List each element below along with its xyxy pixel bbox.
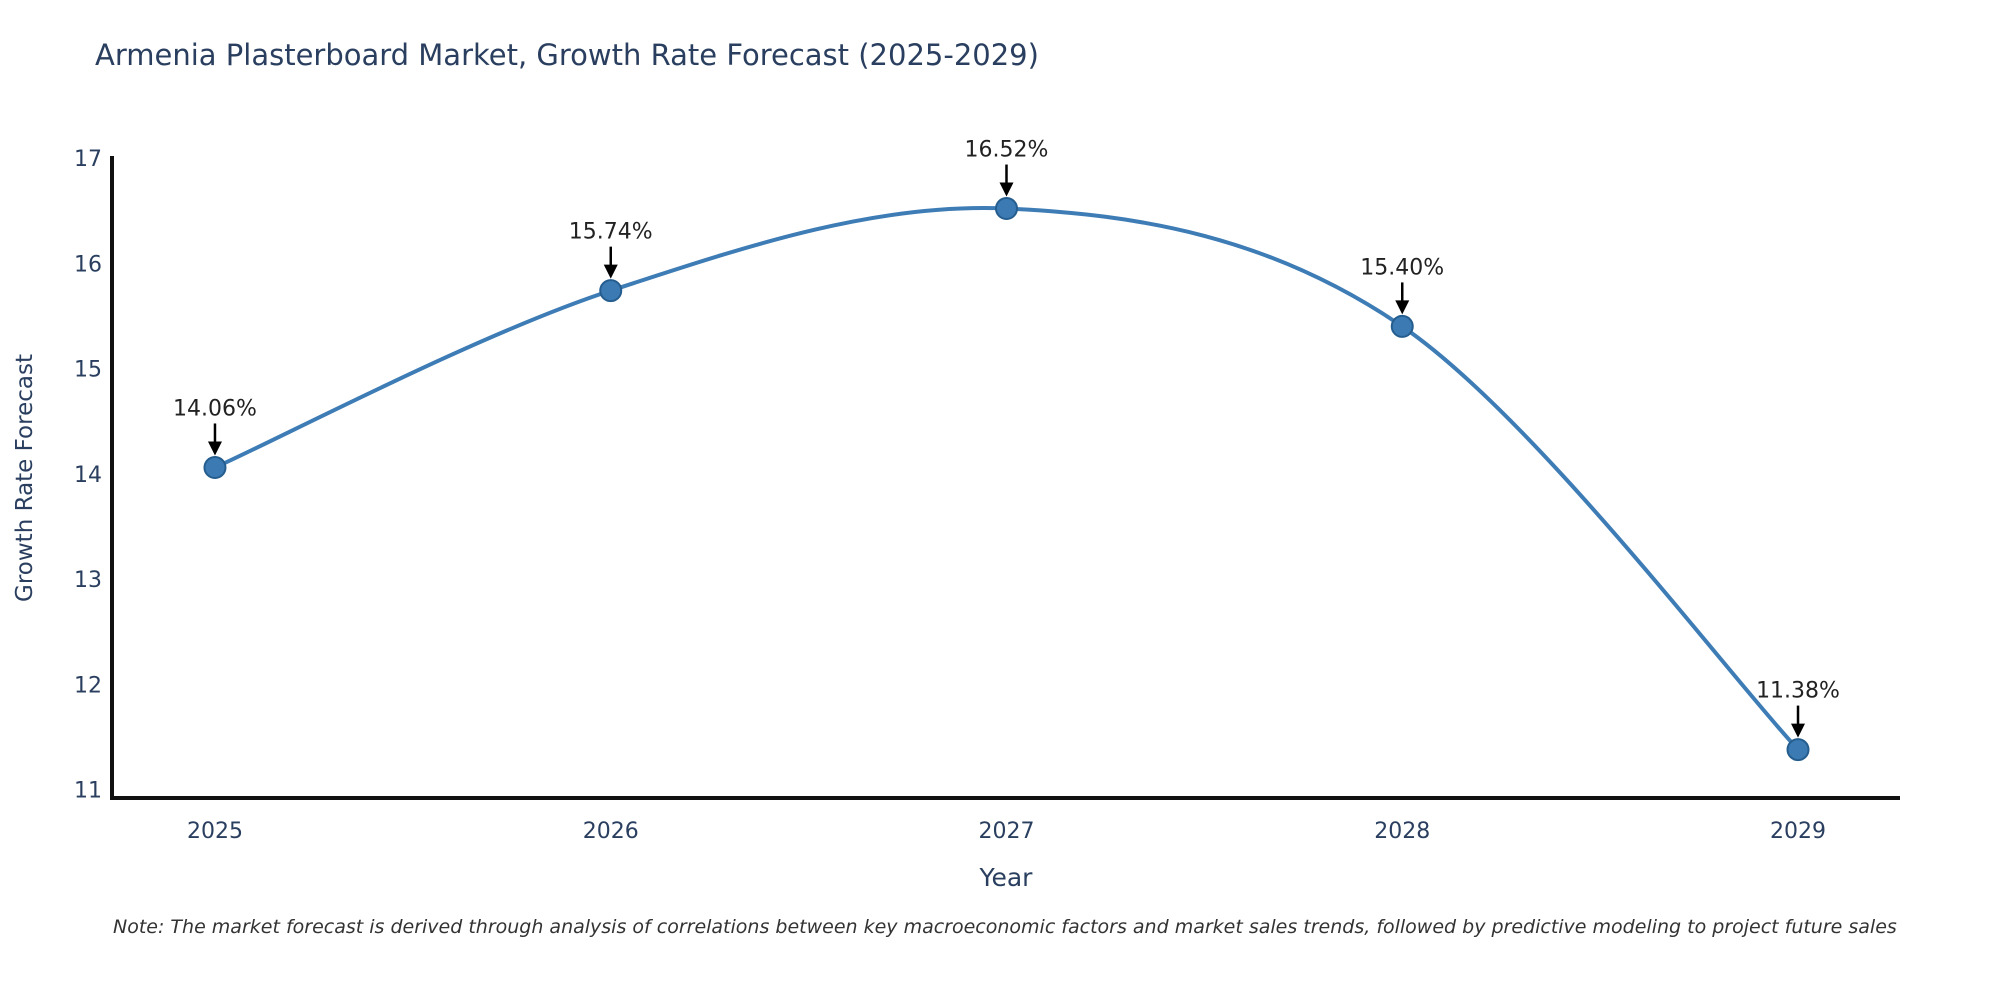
data-point-marker xyxy=(203,455,227,479)
annotation-arrowhead xyxy=(603,264,618,279)
y-tick-label: 11 xyxy=(74,779,102,804)
data-point-marker xyxy=(1390,314,1414,338)
y-tick-label: 14 xyxy=(74,463,102,488)
x-tick-label: 2025 xyxy=(187,819,243,844)
annotation-label: 15.40% xyxy=(1360,255,1444,280)
annotation-arrowhead xyxy=(207,441,222,456)
x-tick-label: 2028 xyxy=(1374,819,1430,844)
annotation-label: 15.74% xyxy=(569,220,653,245)
y-tick-label: 12 xyxy=(74,673,102,698)
y-tick-label: 15 xyxy=(74,358,102,383)
data-point-marker xyxy=(599,279,623,303)
x-axis-title: Year xyxy=(979,863,1034,892)
x-tick-label: 2027 xyxy=(978,819,1034,844)
x-tick-label: 2026 xyxy=(583,819,639,844)
annotation-label: 11.38% xyxy=(1756,679,1840,704)
series-line xyxy=(212,206,1801,752)
data-point-marker xyxy=(994,197,1018,221)
footnote: Note: The market forecast is derived thr… xyxy=(113,916,1897,938)
chart-title: Armenia Plasterboard Market, Growth Rate… xyxy=(95,38,1039,72)
y-tick-label: 17 xyxy=(74,147,102,172)
y-tick-label: 13 xyxy=(74,568,102,593)
annotation-arrowhead xyxy=(999,182,1014,197)
data-point-marker xyxy=(1786,738,1810,762)
y-axis-title: Growth Rate Forecast xyxy=(12,354,38,602)
y-tick-label: 16 xyxy=(74,252,102,277)
annotation-label: 16.52% xyxy=(965,138,1049,163)
annotation-arrowhead xyxy=(1791,723,1806,738)
x-tick-label: 2029 xyxy=(1770,819,1826,844)
annotation-label: 14.06% xyxy=(173,396,257,421)
annotation-arrowhead xyxy=(1395,300,1410,315)
